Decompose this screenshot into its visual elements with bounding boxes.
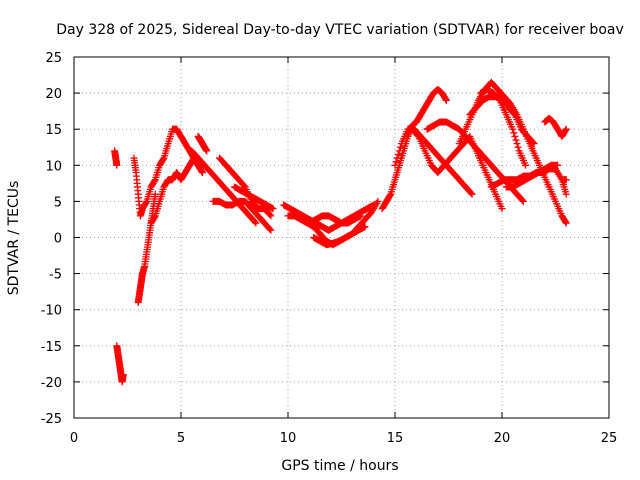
data-point <box>554 161 562 169</box>
x-tick-label: 5 <box>177 431 185 446</box>
data-point <box>513 140 521 148</box>
data-point <box>510 129 518 137</box>
grid <box>74 57 609 418</box>
data-point <box>151 190 159 198</box>
data-point <box>198 169 206 177</box>
data-point <box>159 155 167 163</box>
data-point <box>251 218 259 226</box>
series-early-arm <box>194 132 211 155</box>
data-point <box>203 147 211 155</box>
data-point <box>512 136 520 144</box>
series-early-dip <box>134 190 159 306</box>
y-tick-label: -25 <box>41 412 62 427</box>
y-tick-label: -10 <box>41 304 62 319</box>
y-tick-label: -5 <box>49 268 62 283</box>
data-point <box>151 177 159 185</box>
series-late-cross-2 <box>502 161 562 191</box>
series-early-lower <box>147 154 206 227</box>
data-point <box>240 182 248 190</box>
data-point <box>142 199 150 207</box>
data-point <box>529 138 537 146</box>
series-early-cluster <box>130 125 206 220</box>
data-point <box>361 223 369 231</box>
series-late-arm <box>541 114 570 140</box>
series-mid-trace-3 <box>305 212 365 227</box>
x-tick-label: 10 <box>280 431 297 446</box>
y-tick-label: -20 <box>41 376 62 391</box>
data-point <box>267 226 275 234</box>
data-point <box>561 126 569 134</box>
data-point <box>396 143 404 151</box>
data-point <box>269 205 277 213</box>
series-peak-3 <box>477 85 530 169</box>
data-point <box>395 147 403 155</box>
data-point <box>530 140 538 148</box>
data-point <box>510 110 518 118</box>
data-point <box>267 212 275 220</box>
data-point <box>386 191 394 199</box>
data-point <box>514 143 522 151</box>
series-rise-1 <box>378 85 450 213</box>
data-point <box>498 205 506 213</box>
data-point <box>394 150 402 158</box>
data-point <box>509 125 517 133</box>
data-point <box>562 219 570 227</box>
x-tick-label: 25 <box>601 431 618 446</box>
x-axis-label: GPS time / hours <box>281 458 398 474</box>
data-point <box>561 218 569 226</box>
data-point <box>266 225 274 233</box>
data-point <box>374 197 382 205</box>
data-point <box>495 95 503 103</box>
series-early-spike <box>111 147 121 169</box>
series-late-cross <box>487 165 570 198</box>
series-early-descent <box>188 147 260 227</box>
data-point <box>442 95 450 103</box>
axis-ticks: 0 5 10 15 20 25 -25 -20 -15 -10 -5 0 5 10 15 20 25 <box>41 51 618 446</box>
y-tick-label: 5 <box>54 195 62 210</box>
data-point <box>562 176 570 184</box>
data-point <box>413 131 421 139</box>
y-tick-label: -15 <box>41 340 62 355</box>
y-tick-label: 10 <box>45 159 62 174</box>
x-tick-label: 15 <box>387 431 404 446</box>
y-tick-label: 20 <box>45 87 62 102</box>
data-point <box>442 96 450 104</box>
series-trace-a <box>209 197 275 234</box>
data-point <box>113 161 121 169</box>
data-point <box>357 212 365 220</box>
series-early-low <box>113 342 127 386</box>
data-point <box>252 219 260 227</box>
x-tick-label: 20 <box>494 431 511 446</box>
y-tick-label: 0 <box>54 232 62 247</box>
data-point <box>467 189 475 197</box>
data-point <box>198 167 206 175</box>
y-axis-label: SDTVAR / TECUs <box>6 181 22 296</box>
x-tick-label: 0 <box>70 431 78 446</box>
data-point <box>392 158 400 166</box>
data-point <box>119 371 127 379</box>
data-point <box>518 196 526 204</box>
series-peak-1 <box>455 78 570 227</box>
data-series <box>111 78 570 386</box>
series-mid-trace-4 <box>310 223 369 249</box>
data-point <box>511 132 519 140</box>
data-point <box>391 161 399 169</box>
data-point <box>393 154 401 162</box>
data-point <box>562 190 570 198</box>
data-point <box>468 190 476 198</box>
series-trace-c <box>231 183 277 213</box>
data-point <box>519 197 527 205</box>
y-tick-label: 25 <box>45 51 62 66</box>
data-point <box>562 125 570 133</box>
series-late-point <box>560 176 570 184</box>
series-mid-plateau <box>423 118 527 205</box>
y-tick-label: 15 <box>45 123 62 138</box>
data-point <box>151 213 159 221</box>
data-point <box>266 211 274 219</box>
chart-title: Day 328 of 2025, Sidereal Day-to-day VTE… <box>56 22 624 38</box>
data-point <box>522 161 530 169</box>
